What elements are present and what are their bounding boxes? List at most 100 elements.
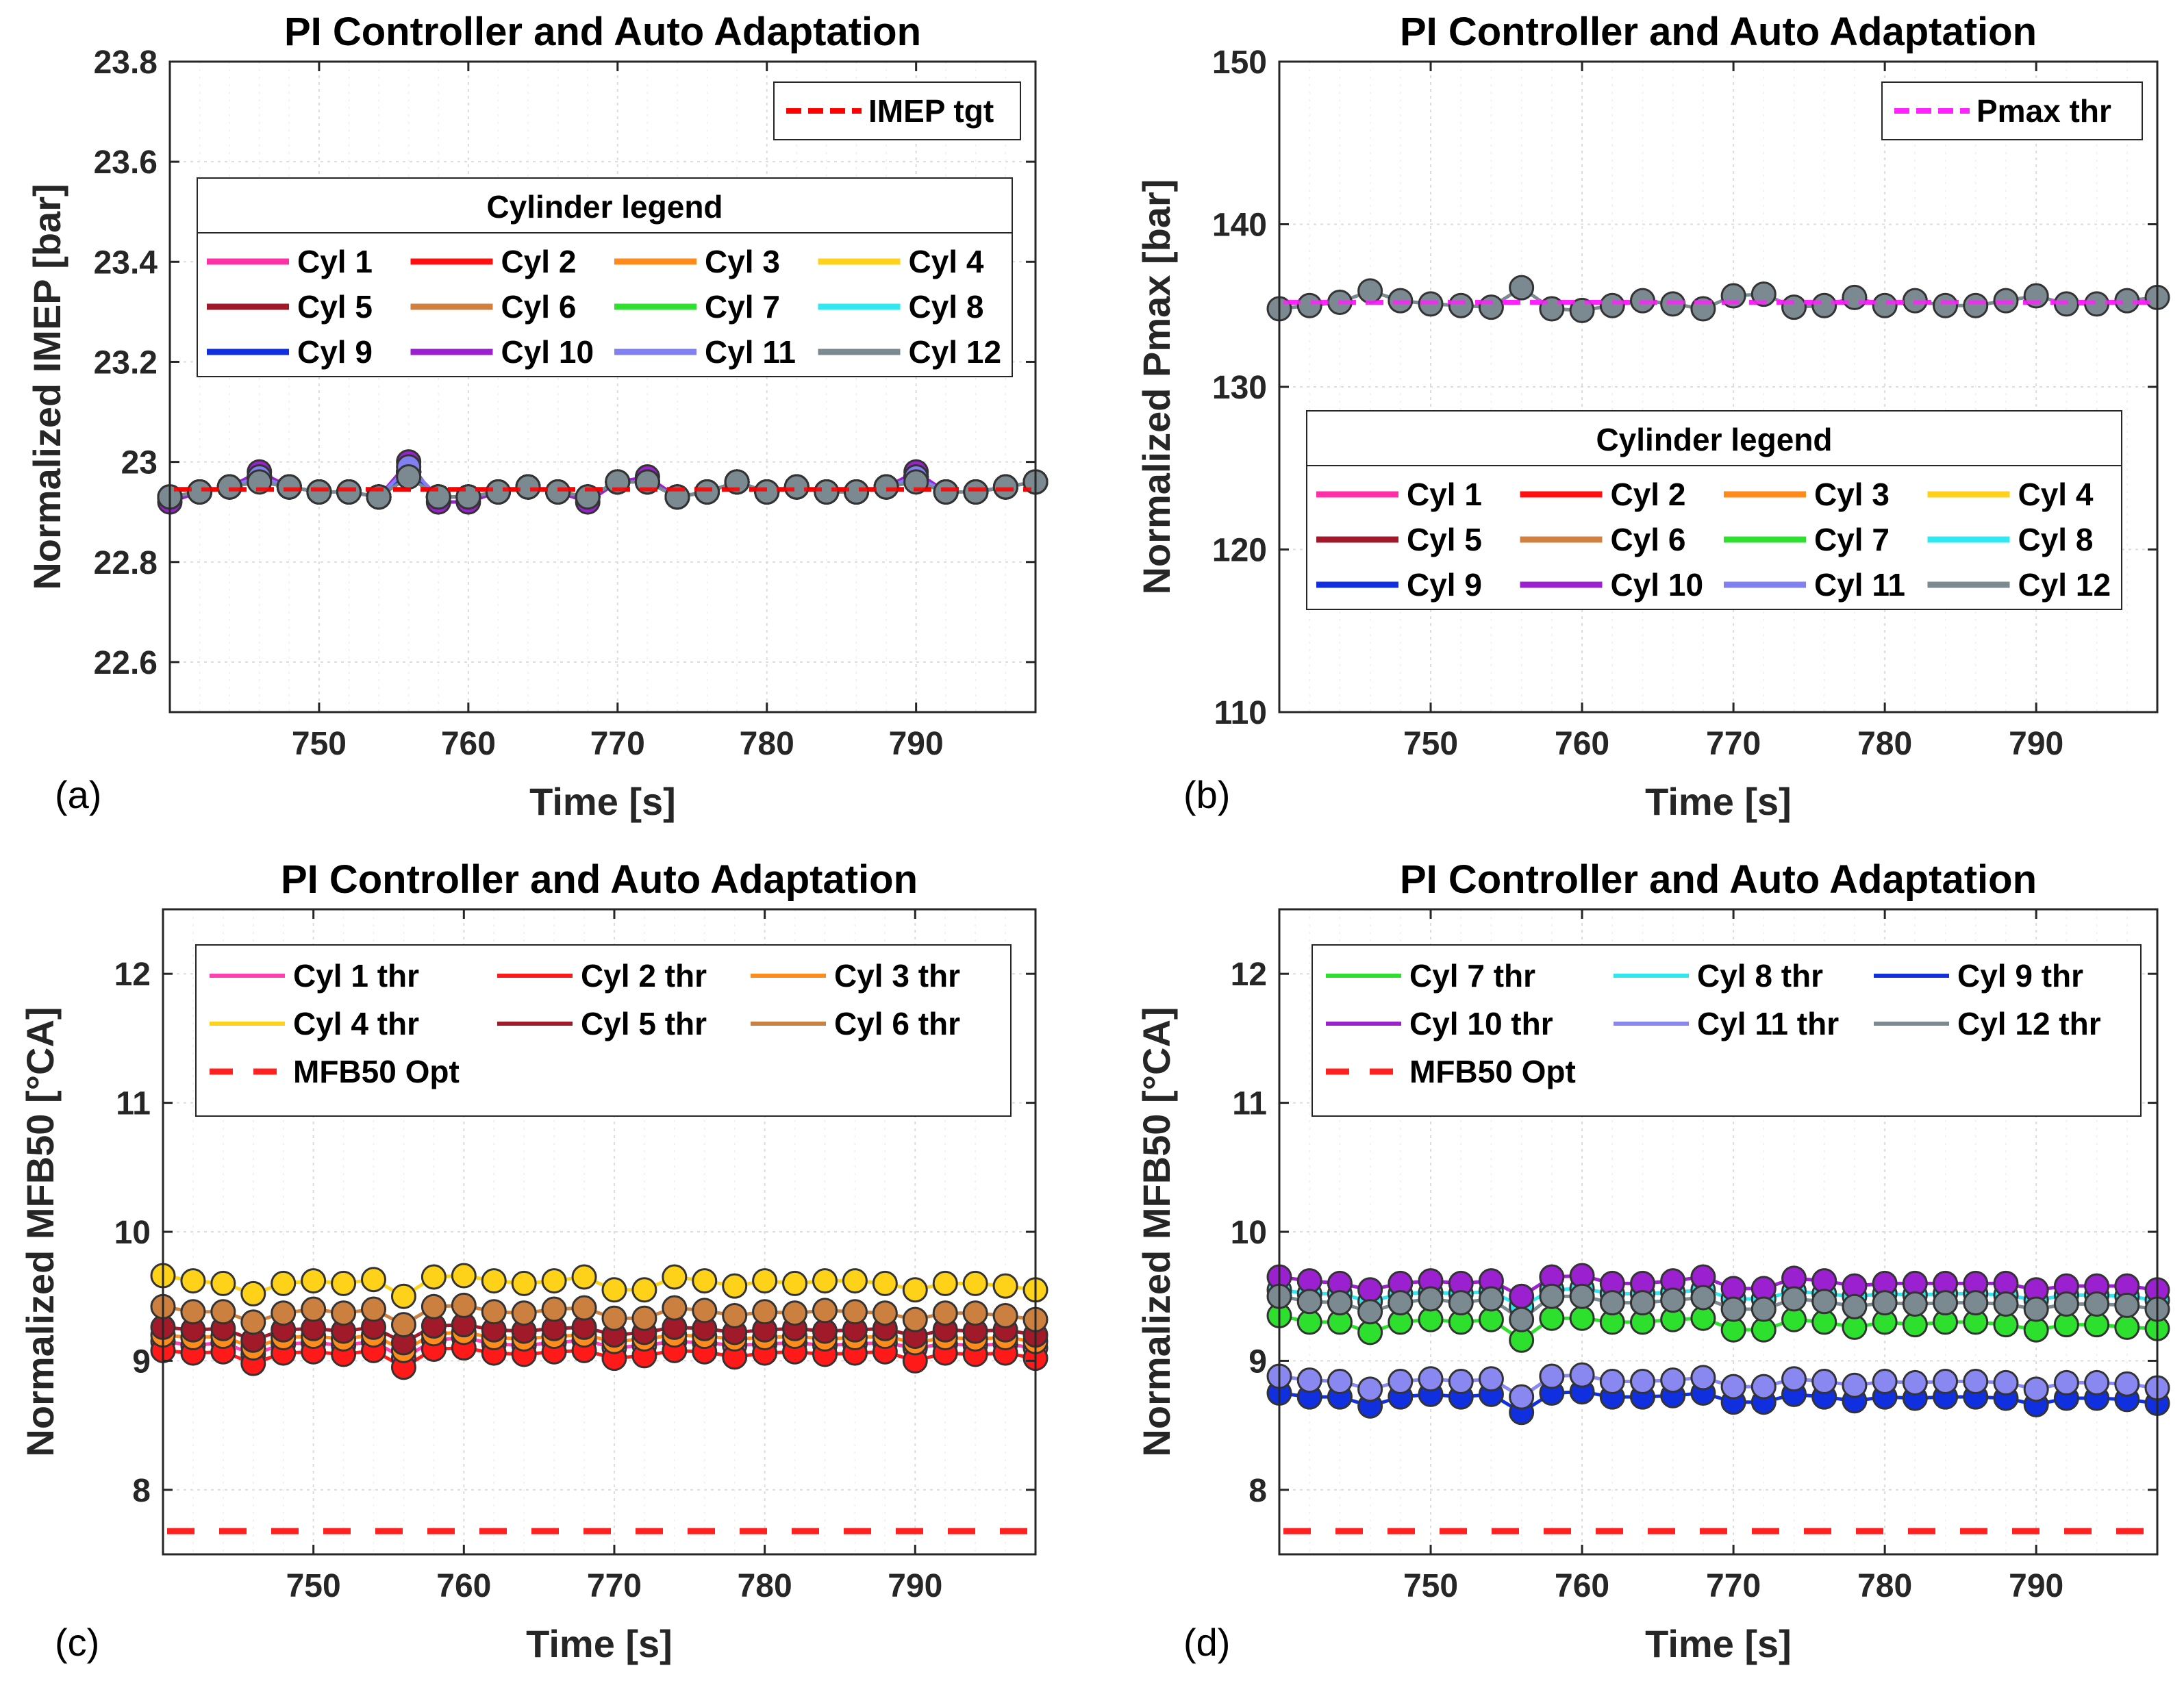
data-point bbox=[694, 479, 720, 505]
data-point bbox=[1811, 1369, 1837, 1395]
y-tick-label: 140 bbox=[1212, 207, 1267, 244]
reference-legend-label: IMEP tgt bbox=[868, 93, 994, 129]
data-point bbox=[842, 1299, 868, 1325]
cylinder-legend-label: Cyl 11 bbox=[1814, 567, 1905, 603]
data-point bbox=[1388, 1369, 1414, 1395]
data-point bbox=[216, 474, 242, 500]
data-point bbox=[782, 1270, 808, 1296]
threshold-legend-label: Cyl 6 thr bbox=[834, 1006, 960, 1041]
data-point bbox=[2114, 1292, 2140, 1318]
x-tick-label: 780 bbox=[1857, 726, 1912, 762]
x-tick-label: 790 bbox=[2009, 1568, 2063, 1604]
threshold-legend-label: Cyl 5 thr bbox=[581, 1006, 707, 1041]
threshold-legend-label: Cyl 12 thr bbox=[1957, 1006, 2101, 1041]
plot-area bbox=[170, 62, 1035, 712]
data-point bbox=[1872, 1369, 1898, 1395]
data-point bbox=[872, 1270, 898, 1296]
data-point bbox=[1448, 292, 1474, 318]
panel-label: (c) bbox=[55, 1621, 99, 1664]
threshold-legend-label: Cyl 11 thr bbox=[1697, 1006, 1839, 1041]
data-point bbox=[1720, 1296, 1746, 1322]
data-point bbox=[1357, 1277, 1383, 1303]
y-tick-label: 130 bbox=[1212, 370, 1267, 406]
threshold-legend-label: Cyl 7 thr bbox=[1409, 958, 1535, 994]
data-point bbox=[1750, 281, 1777, 307]
data-point bbox=[782, 1300, 808, 1326]
data-point bbox=[1660, 1367, 1686, 1393]
x-tick-label: 790 bbox=[889, 726, 944, 762]
data-point bbox=[662, 1295, 688, 1321]
data-point bbox=[1509, 275, 1535, 301]
threshold-legend-label: Cyl 1 thr bbox=[293, 958, 419, 994]
threshold-legend-label: Cyl 9 thr bbox=[1957, 958, 2083, 994]
data-point bbox=[1357, 1376, 1383, 1402]
cylinder-legend-label: Cyl 7 bbox=[1814, 522, 1890, 557]
data-point bbox=[271, 1300, 297, 1326]
data-point bbox=[1569, 1362, 1595, 1388]
x-axis-label: Time [s] bbox=[1645, 1622, 1792, 1665]
data-point bbox=[511, 1270, 537, 1296]
data-point bbox=[361, 1296, 387, 1322]
x-tick-label: 760 bbox=[436, 1568, 491, 1604]
chart-panel-c: 750 760 770 780 790 8 9 10 11 12 PI Controller and… bbox=[18, 857, 1049, 1665]
data-point bbox=[1629, 1290, 1655, 1316]
x-tick-label: 760 bbox=[441, 726, 496, 762]
data-point bbox=[754, 479, 780, 505]
chart-title: PI Controller and Auto Adaptation bbox=[281, 857, 918, 902]
y-tick-label: 23.6 bbox=[94, 144, 158, 181]
data-point bbox=[1569, 1305, 1595, 1331]
data-point bbox=[2114, 1371, 2140, 1397]
data-point bbox=[1690, 1285, 1716, 1311]
cylinder-legend-label: Cyl 12 bbox=[2018, 567, 2111, 603]
data-point bbox=[1599, 292, 1625, 318]
data-point bbox=[752, 1268, 778, 1294]
data-point bbox=[2084, 1369, 2110, 1395]
y-tick-label: 23.2 bbox=[94, 344, 158, 381]
data-point bbox=[963, 479, 989, 505]
data-point bbox=[842, 1268, 868, 1294]
data-point bbox=[722, 1302, 748, 1328]
data-point bbox=[662, 1264, 688, 1290]
data-point bbox=[1357, 278, 1383, 304]
y-tick-label: 12 bbox=[1231, 957, 1267, 993]
data-point bbox=[301, 1268, 327, 1294]
y-tick-label: 12 bbox=[114, 957, 151, 993]
chart-title: PI Controller and Auto Adaptation bbox=[284, 10, 921, 54]
cylinder-legend bbox=[1306, 410, 2122, 610]
data-point bbox=[631, 1277, 657, 1303]
x-axis-label: Time [s] bbox=[526, 1622, 673, 1665]
data-point bbox=[1872, 292, 1898, 318]
data-point bbox=[1842, 1293, 1868, 1319]
data-point bbox=[331, 1300, 357, 1326]
data-point bbox=[873, 474, 899, 500]
data-point bbox=[1660, 1287, 1686, 1313]
data-point bbox=[1750, 1374, 1777, 1400]
x-tick-label: 760 bbox=[1555, 726, 1609, 762]
threshold-legend-label: Cyl 3 thr bbox=[834, 958, 960, 994]
cylinder-legend-label: Cyl 12 bbox=[909, 334, 1002, 370]
data-point bbox=[1993, 1291, 2019, 1317]
cylinder-legend-label: Cyl 9 bbox=[297, 334, 373, 370]
cylinder-legend-label: Cyl 2 bbox=[1611, 477, 1686, 512]
data-point bbox=[240, 1280, 266, 1306]
data-point bbox=[1296, 1367, 1322, 1393]
data-point bbox=[571, 1264, 597, 1290]
cylinder-legend-label: Cyl 5 bbox=[297, 289, 373, 325]
y-axis-label: Normalized MFB50 [°CA] bbox=[18, 1007, 62, 1456]
data-point bbox=[962, 1300, 988, 1326]
cylinder-legend-title: Cylinder legend bbox=[1596, 422, 1832, 457]
data-point bbox=[902, 1277, 928, 1303]
data-point bbox=[485, 479, 511, 505]
data-point bbox=[843, 479, 869, 505]
y-tick-label: 10 bbox=[1231, 1215, 1267, 1251]
y-tick-label: 11 bbox=[1232, 1086, 1267, 1122]
x-tick-label: 750 bbox=[1403, 1568, 1458, 1604]
data-point bbox=[783, 474, 809, 500]
threshold-legend-label: Cyl 8 thr bbox=[1697, 958, 1823, 994]
data-point bbox=[1781, 1366, 1807, 1392]
data-point bbox=[180, 1299, 206, 1325]
data-point bbox=[1569, 1283, 1595, 1309]
x-tick-label: 770 bbox=[590, 726, 645, 762]
data-point bbox=[331, 1270, 357, 1296]
x-tick-label: 790 bbox=[2009, 726, 2063, 762]
